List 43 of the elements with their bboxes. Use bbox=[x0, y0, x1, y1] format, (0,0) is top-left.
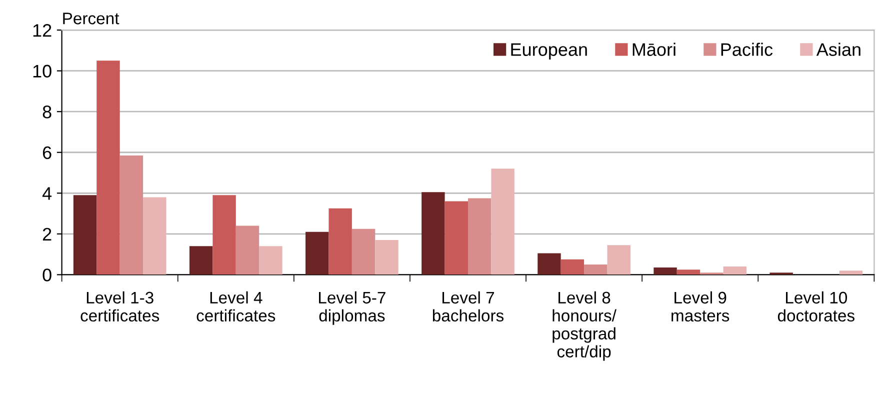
bar bbox=[607, 245, 630, 275]
bar bbox=[375, 240, 398, 275]
bar bbox=[676, 270, 700, 275]
bar bbox=[96, 60, 120, 275]
y-tick-label: 2 bbox=[42, 228, 52, 240]
legend-label: European bbox=[511, 43, 587, 60]
bar bbox=[654, 268, 677, 275]
x-tick-label: Level 4 certificates bbox=[196, 291, 276, 322]
x-tick-label: Level 10 doctorates bbox=[778, 291, 854, 322]
x-tick-label: Level 9 masters bbox=[672, 291, 730, 322]
bar bbox=[212, 195, 236, 275]
legend-label: Asian bbox=[816, 42, 860, 56]
x-tick-label: Level 8 honours/ postgrad cert/dip bbox=[552, 291, 616, 361]
bar bbox=[491, 168, 514, 275]
y-tick-label: 6 bbox=[42, 146, 52, 160]
y-tick-label: 10 bbox=[33, 64, 52, 78]
x-tick-label: Level 7 bachelors bbox=[432, 291, 504, 322]
legend-label: Māori bbox=[632, 42, 676, 56]
bar bbox=[120, 155, 144, 275]
y-tick-label: 8 bbox=[42, 106, 52, 118]
bar bbox=[143, 197, 166, 275]
y-axis-title: Percent bbox=[63, 12, 120, 24]
y-tick-label: 12 bbox=[33, 24, 52, 37]
legend-label: Pacific bbox=[721, 42, 773, 56]
y-tick-label: 4 bbox=[42, 187, 52, 200]
bar bbox=[352, 228, 376, 275]
bar bbox=[468, 198, 492, 275]
bar bbox=[584, 264, 608, 275]
bar bbox=[560, 259, 584, 275]
bar bbox=[259, 246, 282, 275]
bar bbox=[73, 195, 97, 275]
bar bbox=[306, 232, 329, 275]
x-tick-label: Level 1-3 certificates bbox=[80, 291, 160, 322]
bar bbox=[839, 270, 863, 275]
bar bbox=[328, 208, 352, 275]
x-tick-label: Level 5-7 diplomas bbox=[319, 291, 386, 325]
bar bbox=[422, 192, 445, 275]
bar bbox=[538, 253, 561, 275]
bar bbox=[723, 266, 747, 275]
bar bbox=[444, 201, 468, 275]
bar bbox=[189, 246, 213, 275]
y-tick-label: 0 bbox=[42, 268, 52, 282]
bar bbox=[236, 226, 260, 275]
